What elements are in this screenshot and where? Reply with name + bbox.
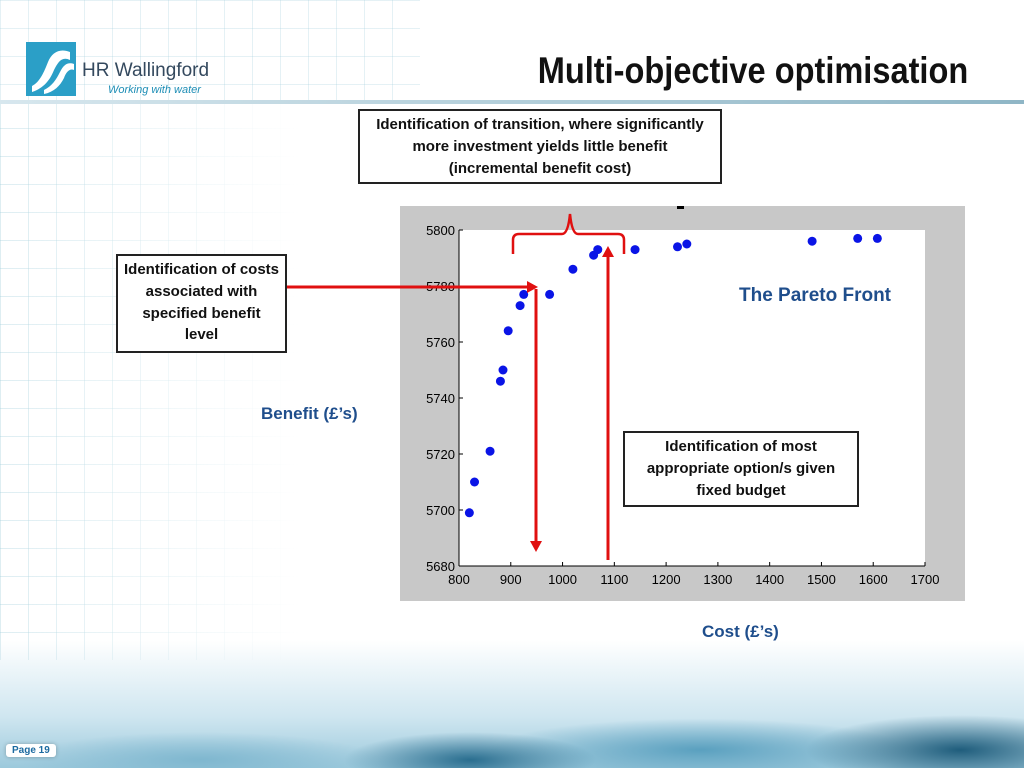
data-point bbox=[495, 376, 505, 386]
background-grid bbox=[0, 100, 300, 660]
x-tick-label: 1700 bbox=[911, 572, 940, 587]
transition-brace bbox=[511, 213, 626, 254]
page-number: Page 19 bbox=[6, 744, 56, 757]
page-title: Multi-objective optimisation bbox=[537, 50, 968, 91]
y-tick-label: 5680 bbox=[426, 559, 455, 574]
data-point bbox=[485, 446, 495, 456]
left-arrow-head bbox=[527, 281, 538, 293]
data-point bbox=[853, 233, 863, 243]
y-ticks: 5680 5700 5720 5740 5760 5780 5800 bbox=[426, 223, 463, 574]
water-splash-image bbox=[0, 640, 1024, 768]
y-tick-label: 5780 bbox=[426, 279, 455, 294]
x-tick-label: 1600 bbox=[859, 572, 888, 587]
data-point bbox=[519, 289, 529, 299]
data-point bbox=[515, 301, 525, 311]
y-tick-label: 5760 bbox=[426, 335, 455, 350]
data-point bbox=[682, 239, 692, 249]
data-point bbox=[568, 264, 578, 274]
data-point bbox=[545, 289, 555, 299]
data-point bbox=[589, 250, 599, 260]
down-arrow-head bbox=[530, 541, 542, 552]
x-tick-label: 1400 bbox=[755, 572, 784, 587]
y-tick-label: 5800 bbox=[426, 223, 455, 238]
plot-frame bbox=[400, 206, 965, 601]
data-point bbox=[593, 245, 603, 255]
data-point bbox=[464, 508, 474, 518]
data-point bbox=[470, 477, 480, 487]
x-tick-label: 1300 bbox=[703, 572, 732, 587]
x-ticks: 800 900 1000 1100 1200 1300 1400 1500 1600 1700 bbox=[448, 562, 939, 587]
data-point bbox=[503, 326, 513, 336]
cost-annotation-box: Identification of costs associated with … bbox=[116, 254, 287, 353]
header-divider bbox=[0, 100, 1024, 104]
dash-mark bbox=[677, 206, 684, 209]
y-axis-label: Benefit (£’s) bbox=[261, 404, 358, 423]
logo-name: HR Wallingford bbox=[82, 60, 210, 81]
y-tick-label: 5720 bbox=[426, 447, 455, 462]
x-tick-label: 900 bbox=[500, 572, 522, 587]
y-tick-label: 5740 bbox=[426, 391, 455, 406]
up-arrow-head bbox=[602, 246, 614, 257]
transition-annotation-box: Identification of transition, where sign… bbox=[358, 109, 722, 184]
plot-area bbox=[459, 230, 925, 566]
budget-annotation-box: Identification of most appropriate optio… bbox=[623, 431, 859, 507]
data-point bbox=[630, 245, 640, 255]
data-point bbox=[498, 365, 508, 375]
logo-wave-icon bbox=[26, 42, 76, 96]
x-tick-label: 1000 bbox=[548, 572, 577, 587]
data-point bbox=[807, 236, 817, 246]
company-logo: HR Wallingford Working with water bbox=[26, 42, 210, 102]
pareto-front-label: The Pareto Front bbox=[739, 285, 892, 306]
x-tick-label: 800 bbox=[448, 572, 470, 587]
data-point bbox=[872, 233, 882, 243]
x-tick-label: 1500 bbox=[807, 572, 836, 587]
x-tick-label: 1100 bbox=[600, 572, 628, 587]
logo-tagline: Working with water bbox=[108, 84, 201, 96]
y-tick-label: 5700 bbox=[426, 503, 455, 518]
x-tick-label: 1200 bbox=[652, 572, 681, 587]
x-axis-label: Cost (£’s) bbox=[702, 622, 779, 641]
data-point bbox=[673, 242, 683, 252]
